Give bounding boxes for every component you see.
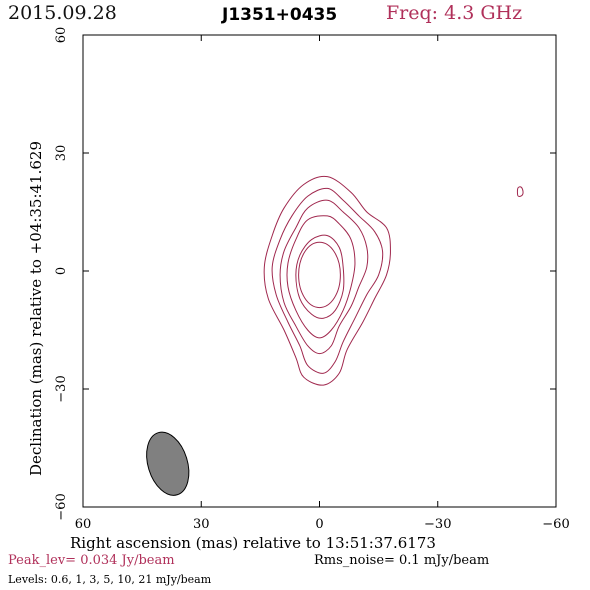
x-tick-label: 60: [75, 517, 92, 532]
x-tick-label: −60: [542, 517, 569, 532]
contour-level: [279, 199, 369, 355]
beam-ellipse-group: [146, 431, 190, 496]
x-tick-label: 30: [193, 517, 210, 532]
y-axis-label: Declination (mas) relative to +04:35:41.…: [27, 141, 45, 476]
x-tick-label: −30: [424, 517, 451, 532]
peak-level: Peak_lev= 0.034 Jy/beam: [8, 553, 175, 568]
contour-level: [263, 175, 391, 386]
x-tick-label: 0: [315, 517, 323, 532]
x-axis-label: Right ascension (mas) relative to 13:51:…: [70, 534, 436, 552]
contour-level: [516, 186, 524, 197]
beam-ellipse: [146, 431, 190, 496]
source-name: J1351+0435: [222, 5, 338, 25]
contour-level: [298, 241, 341, 309]
axis-ticks: 60 30 0 −30 −60 −60 −30 0 30 60: [54, 27, 570, 532]
y-tick-label: −30: [54, 375, 69, 402]
y-tick-label: 0: [54, 267, 69, 275]
epoch-date: 2015.09.28: [8, 2, 117, 24]
frequency-label: Freq: 4.3 GHz: [386, 2, 523, 24]
contour-levels: Levels: 0.6, 1, 3, 5, 10, 21 mJy/beam: [8, 573, 212, 586]
contour-level: [295, 234, 345, 319]
contour-level: [286, 215, 356, 339]
y-tick-label: −60: [54, 493, 69, 520]
y-tick-label: 60: [54, 27, 69, 44]
y-tick-label: 30: [54, 145, 69, 162]
contour-lines: [263, 175, 524, 386]
rms-noise: Rms_noise= 0.1 mJy/beam: [314, 553, 490, 568]
contour-level: [271, 187, 384, 374]
